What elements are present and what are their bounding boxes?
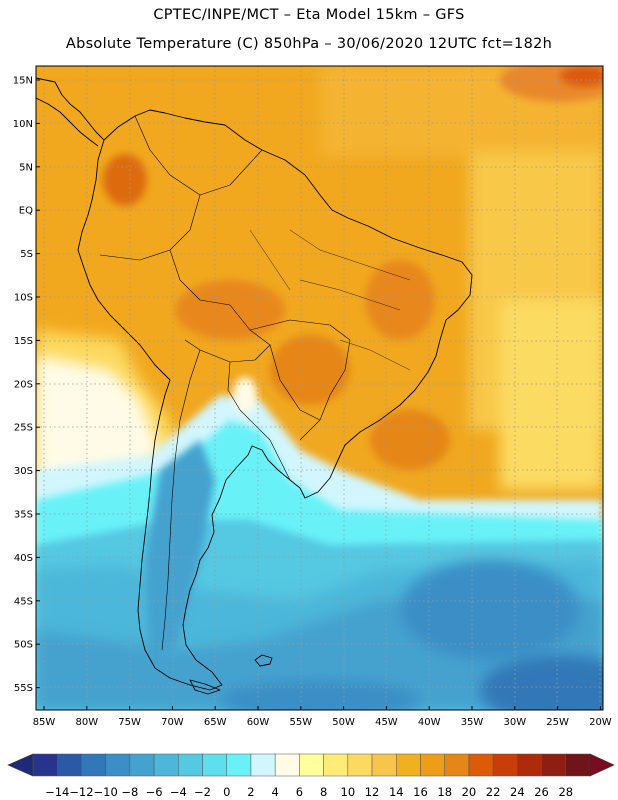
colorbar-label: −14 [45,785,69,799]
colorbar-label: 2 [247,785,254,799]
grid-lines [36,66,603,710]
colorbar-swatch [250,753,276,777]
lon-label: 80W [75,717,98,728]
lon-label: 60W [247,717,270,728]
south-america-coastline [77,109,473,691]
colorbar-swatch [396,753,421,777]
colorbar-under-arrow [7,753,34,777]
colorbar-swatch [565,753,591,777]
colorbar [7,753,615,777]
colorbar-swatch [153,753,179,777]
coastlines [36,77,473,695]
colorbar-label: 10 [341,785,356,799]
map-frame [35,65,604,711]
colorbar-swatch [178,753,203,777]
lon-label: 30W [503,717,526,728]
colorbar-swatch [468,753,494,777]
brazil-state-borders [249,229,411,371]
colorbar-label: 18 [437,785,452,799]
lat-label: 55S [14,683,33,694]
lat-label: 50S [14,640,33,651]
lon-label: 40W [418,717,441,728]
colorbar-swatch [129,753,155,777]
colorbar-label: 16 [413,785,428,799]
central-america-coastline [36,77,105,141]
colorbar-swatch [492,753,518,777]
colorbar-swatch [299,753,324,777]
tierra-del-fuego [189,679,221,695]
lat-label: 45S [14,596,33,607]
lon-label: 35W [461,717,484,728]
colorbar-label: 24 [510,785,525,799]
colorbar-label: −8 [121,785,138,799]
colorbar-swatch [105,753,131,777]
lon-label: 20W [589,717,612,728]
colorbar-swatch [347,753,373,777]
lat-label: 5S [20,249,33,260]
country-borders [99,115,351,651]
lat-label: 15S [14,336,33,347]
lat-label: 15N [13,76,33,87]
colorbar-swatch [32,753,58,777]
colorbar-swatch [323,753,349,777]
colorbar-label: 28 [558,785,573,799]
temperature-field [36,66,603,710]
lon-label: 70W [161,717,184,728]
colorbar-label: 22 [486,785,501,799]
lat-label: 10N [13,119,33,130]
colorbar-label: 6 [296,785,303,799]
lat-label: 10S [14,293,33,304]
colorbar-swatch [226,753,252,777]
lat-label: 5N [19,162,33,173]
lon-label: 45W [375,717,398,728]
title-line-2: Absolute Temperature (C) 850hPa – 30/06/… [65,36,553,52]
lat-label: 30S [14,466,33,477]
colorbar-swatch [274,753,300,777]
lon-label: 55W [289,717,312,728]
lat-label: 20S [14,379,33,390]
colorbar-label: 12 [365,785,380,799]
title-line-1: CPTEC/INPE/MCT – Eta Model 15km – GFS [153,7,465,23]
lat-label: 25S [14,423,33,434]
colorbar-label: −10 [94,785,118,799]
colorbar-swatch [444,753,470,777]
lon-label: 75W [118,717,141,728]
lon-label: 25W [546,717,569,728]
colorbar-swatch [56,753,82,777]
colorbar-label: −2 [194,785,211,799]
longitude-labels: 85W 80W 75W 70W 65W 60W 55W 50W 45W 40W 35W 30W 25W 2… [33,706,612,728]
falklands [254,654,273,667]
colorbar-label: 26 [534,785,549,799]
colorbar-label: 14 [389,785,404,799]
colorbar-swatch [420,753,445,777]
colorbar-swatch [541,753,567,777]
lat-label: 35S [14,510,33,521]
lon-label: 85W [33,717,56,728]
colorbar-label: 20 [462,785,477,799]
colorbar-swatch [202,753,227,777]
colorbar-swatch [81,753,106,777]
colorbar-swatch [371,753,397,777]
lat-label: 40S [14,553,33,564]
lon-label: 65W [204,717,227,728]
colorbar-label: −12 [69,785,93,799]
latitude-labels: 15N 10N 5N EQ 5S 10S 15S 20S 25S 30S 35S 40S 45S 50S 5… [13,76,40,694]
colorbar-labels: −14 −12 −10 −8 −6 −4 −2 0 2 4 6 8 10 12 14 16 18 20 22 24 26… [45,785,573,799]
colorbar-label: 0 [223,785,230,799]
colorbar-label: −6 [146,785,163,799]
colorbar-label: 4 [272,785,279,799]
colorbar-swatch [517,753,542,777]
lon-label: 50W [332,717,355,728]
colorbar-over-arrow [589,753,615,777]
lat-label: EQ [19,206,33,217]
colorbar-label: 8 [320,785,327,799]
colorbar-label: −4 [170,785,187,799]
